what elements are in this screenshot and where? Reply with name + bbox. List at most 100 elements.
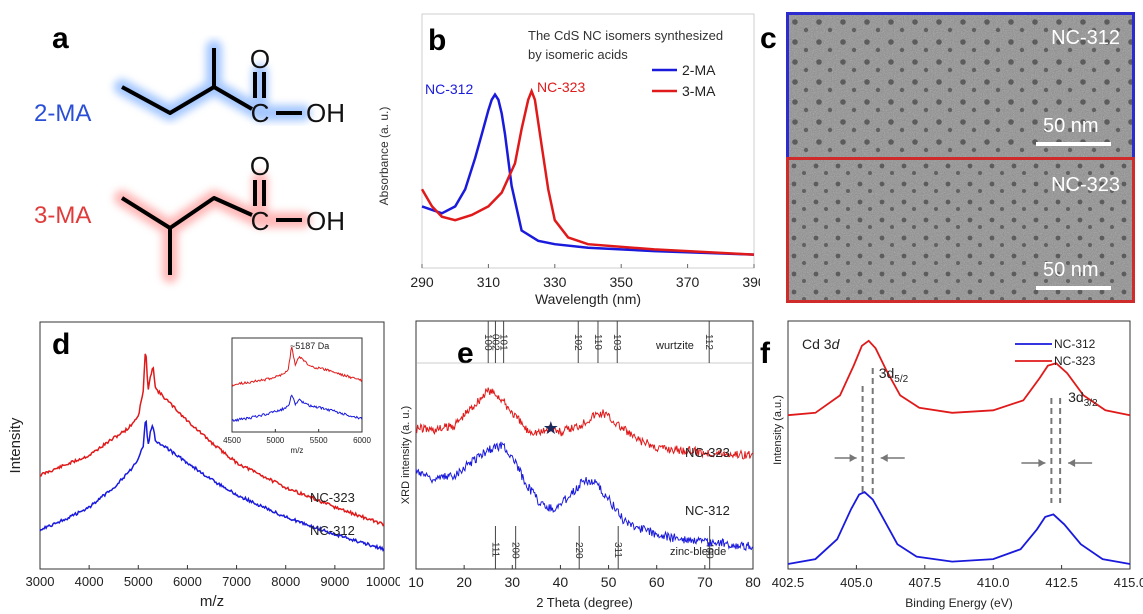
tem-texture-bottom xyxy=(789,160,1132,300)
tem-scale-text-top: 50 nm xyxy=(1043,115,1099,137)
peak-label-f-1: 3d5/2 xyxy=(879,365,909,385)
x-tick-label-e: 10 xyxy=(408,574,424,590)
series-label-e-nc323: NC-323 xyxy=(685,445,730,460)
series-line-e-NC-323 xyxy=(415,387,754,460)
panel-letter-e: e xyxy=(457,337,474,370)
ref-peak-label-zincblende: 400 xyxy=(704,542,715,559)
series-line-d-NC-312 xyxy=(39,419,385,552)
molecule-2ma-skeleton xyxy=(121,48,302,115)
x-tick-label-d: 10000 xyxy=(366,574,400,589)
series-line-e-NC-312 xyxy=(415,441,754,552)
panel-b-absorbance-chart: 290 310 330 350 370 390 Wavelength (nm) Absorba… xyxy=(377,13,760,307)
series-line-b-2-MA xyxy=(421,92,755,256)
x-tick-label-b: 350 xyxy=(610,274,634,290)
ref-peak-label-wurtzite: 112 xyxy=(703,334,714,350)
x-axis-label-e: 2 Theta (degree) xyxy=(536,595,633,610)
peak-label-f-2-sub: 3/2 xyxy=(1084,398,1098,409)
series-label-d-nc323: NC-323 xyxy=(310,490,355,505)
x-tick-label-f: 407.5 xyxy=(909,575,942,590)
plot-frame-d xyxy=(39,321,385,570)
tem-scalebar-bottom xyxy=(1036,286,1111,290)
inset-x-axis-label-d: m/z xyxy=(291,446,304,455)
x-tick-label-d: 4000 xyxy=(75,574,104,589)
annotation-b-nc312: NC-312 xyxy=(425,81,473,97)
arrow-f-2-left-head xyxy=(1038,459,1046,467)
x-axis-label-d: m/z xyxy=(200,593,224,610)
inset-x-tick-label-d: 6000 xyxy=(353,436,371,445)
tem-scale-text-bottom: 50 nm xyxy=(1043,259,1099,281)
star-marker-e: ★ xyxy=(543,418,559,438)
x-tick-label-e: 70 xyxy=(697,574,713,590)
panel-d-mass-spec-chart: 3000 4000 5000 6000 7000 8000 9000 10000 m/z Inte… xyxy=(7,321,400,610)
y-axis-label-f: Intensity (a.u.) xyxy=(772,395,784,465)
molecule-2ma-oh: OH xyxy=(306,98,345,128)
chart-title-b-line1: The CdS NC isomers synthesized xyxy=(528,28,723,43)
panel-letter-f: f xyxy=(760,337,770,370)
molecule-3ma-skeleton xyxy=(120,180,302,275)
x-tick-label-f: 402.5 xyxy=(772,575,805,590)
molecule-3ma-o: O xyxy=(250,151,270,181)
ref-peak-label-zincblende: 111 xyxy=(489,542,500,558)
panel-letter-d: d xyxy=(52,328,71,361)
ref-label-zincblende: zinc-blende xyxy=(670,546,726,558)
x-axis-label-b: Wavelength (nm) xyxy=(535,291,641,307)
panel-letter-b: b xyxy=(428,24,447,57)
molecule-2ma-label: 2-MA xyxy=(34,100,91,127)
panel-a-structures: O C OH 2-MA O C OH 3-MA xyxy=(34,40,345,283)
inset-x-tick-label-d: 5500 xyxy=(310,436,328,445)
x-tick-label-d: 7000 xyxy=(222,574,251,589)
y-axis-label-b: Absorbance (a. u.) xyxy=(377,107,391,206)
x-tick-label-f: 410.0 xyxy=(977,575,1010,590)
x-tick-label-f: 412.5 xyxy=(1045,575,1078,590)
tem-scalebar-top xyxy=(1036,142,1111,146)
arrow-f-1-right-head xyxy=(880,454,888,462)
ref-peak-label-wurtzite: 100 xyxy=(482,334,493,351)
molecule-2ma-o: O xyxy=(250,44,270,74)
x-tick-label-e: 50 xyxy=(601,574,617,590)
panel-letter-a: a xyxy=(52,22,69,55)
series-line-b-3-MA xyxy=(420,87,755,256)
ref-peak-label-zincblende: 220 xyxy=(573,542,584,559)
x-tick-label-e: 40 xyxy=(553,574,569,590)
inset-series-line-d-NC-312 xyxy=(231,394,363,422)
legend-label-b-3-MA: 3-MA xyxy=(682,83,716,99)
x-tick-label-f: 405.0 xyxy=(840,575,873,590)
peak-label-f-1-sub: 5/2 xyxy=(894,374,908,385)
tem-image-nc323: NC-323 50 nm xyxy=(786,157,1135,303)
inset-series-line-d-NC-323 xyxy=(231,346,363,387)
x-tick-label-b: 390 xyxy=(742,274,760,290)
x-tick-label-e: 30 xyxy=(504,574,520,590)
x-tick-label-b: 370 xyxy=(676,274,700,290)
x-tick-label-d: 6000 xyxy=(173,574,202,589)
legend-label-f-NC-312: NC-312 xyxy=(1054,337,1096,351)
molecule-3ma-oh: OH xyxy=(306,206,345,236)
x-tick-label-e: 20 xyxy=(456,574,472,590)
ref-peak-label-zincblende: 311 xyxy=(612,542,623,558)
arrow-f-1-left-head xyxy=(849,454,857,462)
series-label-e-nc312: NC-312 xyxy=(685,503,730,518)
x-tick-label-e: 60 xyxy=(649,574,665,590)
chart-title-b-line2: by isomeric acids xyxy=(528,47,628,62)
tem-label-nc312: NC-312 xyxy=(1051,27,1120,49)
tem-label-nc323: NC-323 xyxy=(1051,174,1120,196)
panel-e-xrd-chart: 10 20 30 40 50 60 70 80 2 Theta (degree) XRD inte… xyxy=(400,320,761,610)
x-tick-label-b: 330 xyxy=(543,274,567,290)
legend-label-f-NC-323: NC-323 xyxy=(1054,354,1096,368)
ref-peak-label-wurtzite: 002 xyxy=(489,334,500,351)
x-tick-label-e: 80 xyxy=(745,574,761,590)
ref-label-wurtzite: wurtzite xyxy=(655,340,694,352)
molecule-3ma-label: 3-MA xyxy=(34,202,91,229)
molecule-3ma-c: C xyxy=(251,206,270,236)
x-tick-label-d: 9000 xyxy=(320,574,349,589)
inset-x-tick-label-d: 5000 xyxy=(266,436,284,445)
inset-x-tick-label-d: 4500 xyxy=(223,436,241,445)
tem-image-nc312: NC-312 50 nm xyxy=(786,12,1135,161)
ref-peak-label-wurtzite: 103 xyxy=(611,334,622,351)
peak-label-f-2: 3d3/2 xyxy=(1068,389,1098,409)
ref-peak-label-wurtzite: 102 xyxy=(572,334,583,351)
series-line-f-NC-323 xyxy=(787,339,1131,417)
x-tick-label-d: 3000 xyxy=(26,574,55,589)
x-tick-label-b: 310 xyxy=(477,274,501,290)
x-axis-label-f: Binding Energy (eV) xyxy=(905,596,1012,610)
plot-frame-f xyxy=(787,320,1131,570)
